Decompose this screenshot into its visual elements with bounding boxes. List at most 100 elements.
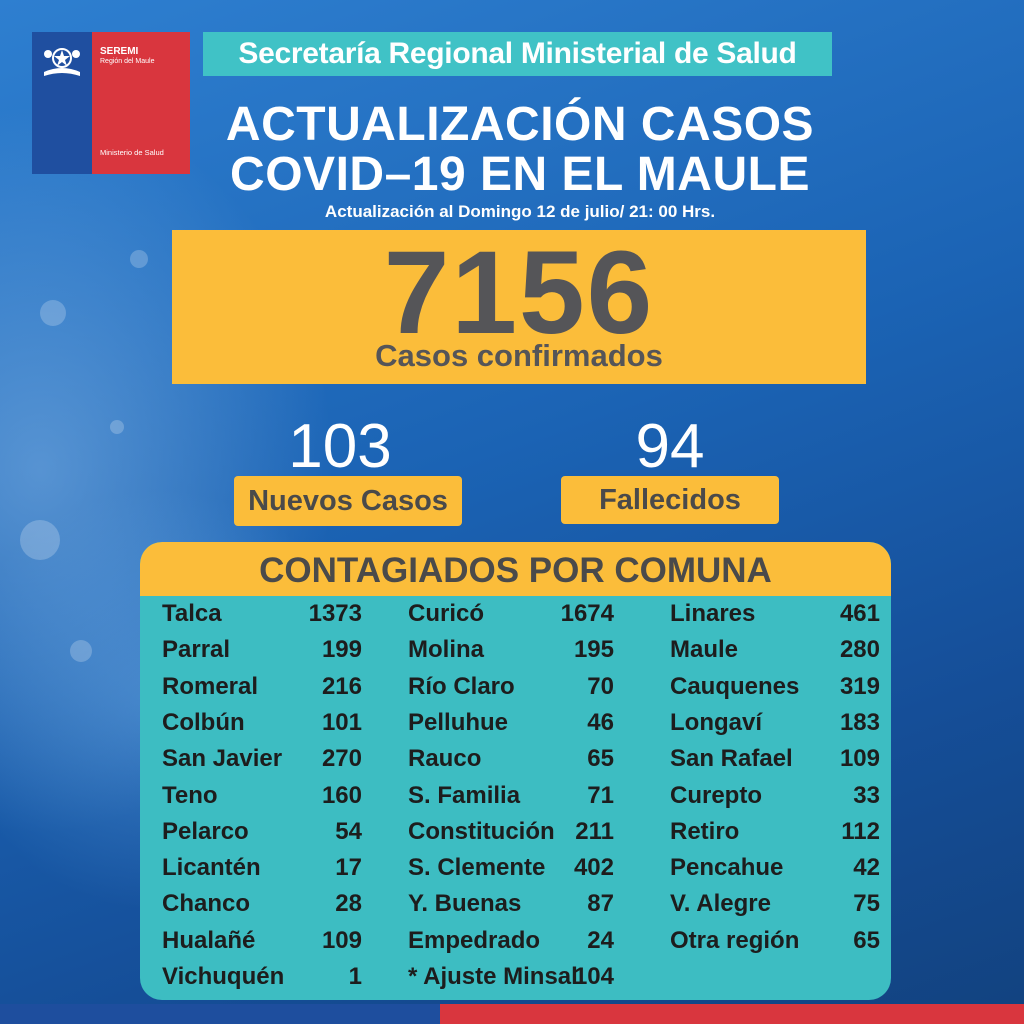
commune-name: Molina (408, 636, 484, 664)
coat-of-arms-icon (44, 48, 80, 76)
commune-count: 71 (587, 781, 614, 809)
seremi-logo: SEREMI Región del Maule Ministerio de Sa… (32, 32, 190, 174)
commune-name: Empedrado (408, 926, 541, 954)
commune-name: Curicó (408, 600, 485, 627)
commune-name: Maule (670, 636, 739, 664)
commune-count: 160 (321, 781, 362, 809)
commune-count: 46 (587, 708, 614, 736)
deaths-value: 94 (635, 412, 705, 481)
commune-count: 109 (321, 926, 362, 954)
commune-name: Hualañé (162, 926, 256, 954)
commune-count: 112 (841, 817, 880, 845)
commune-name: Retiro (670, 817, 740, 845)
table-row: San Javier 270 Rauco 65 San Rafael 109 (140, 741, 891, 777)
confirmed-label: Casos confirmados (375, 338, 663, 373)
bottom-bar-red (440, 1004, 1024, 1024)
bottom-flag-bar (0, 1004, 1024, 1024)
update-subtitle: Actualización al Domingo 12 de julio/ 21… (324, 202, 716, 221)
commune-name: Pelluhue (408, 708, 509, 736)
commune-name: Parral (162, 636, 231, 664)
commune-count: 183 (839, 708, 880, 736)
commune-name: * Ajuste Minsal (408, 963, 578, 990)
new-cases-value: 103 (288, 412, 392, 481)
table-row: Vichuquén 1 * Ajuste Minsal 104 (140, 959, 891, 995)
commune-name: Curepto (670, 781, 762, 809)
commune-count: 17 (335, 854, 362, 882)
commune-name: Chanco (162, 890, 251, 918)
bokeh-dot (20, 520, 60, 560)
table-row: Parral 199 Molina 195 Maule 280 (140, 632, 891, 668)
commune-name: Vichuquén (162, 963, 285, 990)
commune-count: 1674 (560, 600, 614, 627)
commune-name: San Javier (162, 745, 283, 773)
bokeh-dot (130, 250, 148, 268)
logo-blue-panel (32, 32, 92, 174)
logo-ministerio-text: Ministerio de Salud (100, 148, 164, 157)
commune-count: 101 (321, 708, 362, 736)
commune-count: 195 (573, 636, 614, 664)
title-line-2: COVID–19 EN EL MAULE (230, 148, 810, 201)
commune-count: 319 (839, 672, 880, 700)
commune-count: 65 (587, 745, 614, 773)
commune-name: V. Alegre (670, 890, 771, 918)
logo-region-text: Región del Maule (100, 58, 155, 65)
table-row: Hualañé 109 Empedrado 24 Otra región 65 (140, 923, 891, 959)
commune-count: 54 (335, 817, 362, 845)
commune-table: CONTAGIADOS POR COMUNA Talca 1373 Curicó 16… (140, 542, 891, 1000)
confirmed-box: 7156 Casos confirmados (172, 230, 866, 384)
commune-name: Teno (162, 781, 218, 809)
commune-name: Linares (670, 600, 756, 627)
bottom-bar-blue (0, 1004, 440, 1024)
confirmed-value: 7156 (383, 227, 655, 359)
commune-count: 1 (348, 963, 362, 990)
table-row: Chanco 28 Y. Buenas 87 V. Alegre 75 (140, 886, 891, 922)
table-row: Romeral 216 Río Claro 70 Cauquenes 319 (140, 669, 891, 705)
commune-count: 199 (321, 636, 362, 664)
bokeh-dot (70, 640, 92, 662)
commune-name: Pelarco (162, 817, 249, 845)
commune-name: S. Clemente (408, 854, 546, 882)
commune-name: Longaví (670, 708, 763, 736)
commune-count: 1373 (308, 600, 362, 627)
table-row: Teno 160 S. Familia 71 Curepto 33 (140, 778, 891, 814)
commune-count: 270 (321, 745, 362, 773)
table-row: Licantén 17 S. Clemente 402 Pencahue 42 (140, 850, 891, 886)
table-heading: CONTAGIADOS POR COMUNA (140, 542, 891, 596)
commune-name: Otra región (670, 926, 800, 954)
commune-name: Río Claro (408, 672, 515, 700)
commune-count: 461 (839, 600, 880, 627)
header-banner: Secretaría Regional Ministerial de Salud (203, 32, 832, 76)
table-row: Talca 1373 Curicó 1674 Linares 461 (140, 596, 891, 632)
commune-count: 104 (573, 963, 614, 990)
commune-name: Pencahue (670, 854, 784, 882)
table-row: Pelarco 54 Constitución 211 Retiro 112 (140, 814, 891, 850)
commune-count: 216 (321, 672, 362, 700)
bokeh-dot (40, 300, 66, 326)
commune-count: 42 (853, 854, 880, 882)
commune-count: 211 (575, 817, 614, 845)
commune-name: Romeral (162, 672, 259, 700)
commune-name: Talca (162, 600, 222, 627)
commune-count: 70 (587, 672, 614, 700)
logo-red-panel: SEREMI Región del Maule Ministerio de Sa… (92, 32, 190, 174)
commune-count: 28 (335, 890, 362, 918)
title-line-1: ACTUALIZACIÓN CASOS (225, 98, 815, 151)
commune-name: Rauco (408, 745, 482, 773)
table-row: Colbún 101 Pelluhue 46 Longaví 183 (140, 705, 891, 741)
deaths-label: Fallecidos (561, 476, 779, 524)
commune-name: Cauquenes (670, 672, 800, 700)
logo-seremi-text: SEREMI (100, 46, 139, 57)
commune-count: 65 (853, 926, 880, 954)
commune-count: 24 (587, 926, 614, 954)
commune-name: S. Familia (408, 781, 521, 809)
page-title: ACTUALIZACIÓN CASOS COVID–19 EN EL MAULE (180, 100, 860, 200)
commune-count: 109 (839, 745, 880, 773)
commune-name: San Rafael (670, 745, 793, 773)
commune-name: Constitución (408, 817, 555, 845)
new-cases-label: Nuevos Casos (234, 476, 462, 526)
commune-count: 402 (573, 854, 614, 882)
commune-count: 33 (853, 781, 880, 809)
commune-name: Y. Buenas (408, 890, 522, 918)
commune-name: Licantén (162, 854, 261, 882)
commune-count: 75 (853, 890, 880, 918)
